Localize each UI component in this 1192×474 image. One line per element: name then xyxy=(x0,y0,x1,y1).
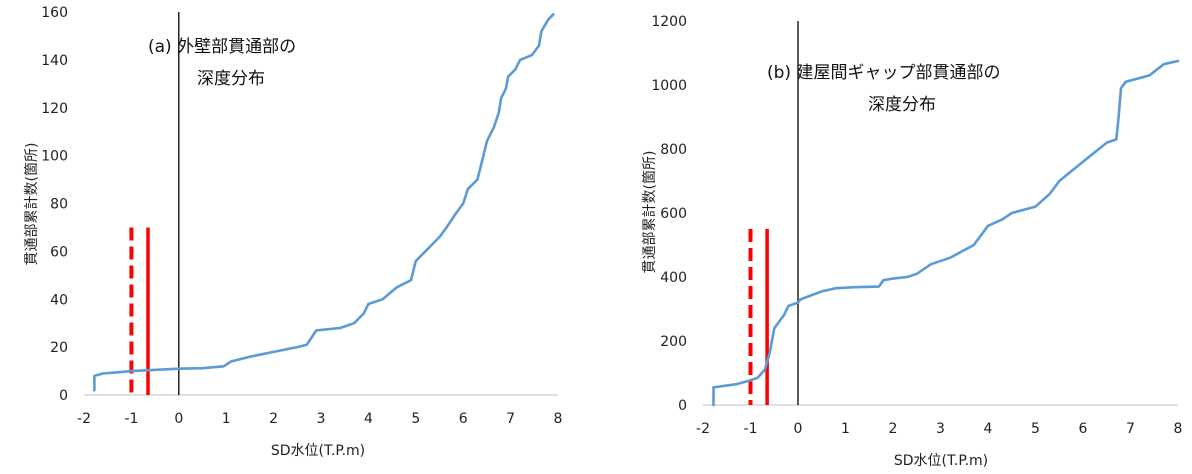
chart-a-y-tick-label: 60 xyxy=(50,244,68,260)
chart-b-annotation-line1: (b) 建屋間ギャップ部貫通部の xyxy=(767,63,1000,83)
chart-a-cumulative-series-line xyxy=(93,13,555,392)
chart-a-y-tick-label: 160 xyxy=(41,5,68,21)
chart-b: (b) 建屋間ギャップ部貫通部の 深度分布 SD水位(T.P.m) 貫通部累計数… xyxy=(641,14,1182,469)
chart-b-plot: -2 -1 0 1 2 3 4 5 6 7 8 0 200 400 600 800 1000 1200 xyxy=(651,14,1182,437)
chart-b-cumulative-series-line xyxy=(712,59,1180,407)
chart-a-x-tick-label: -1 xyxy=(124,411,138,427)
chart-b-y-tick-label: 200 xyxy=(660,334,687,350)
chart-a-x-tick-label: 6 xyxy=(459,411,468,427)
chart-b-x-tick-label: 6 xyxy=(1079,421,1088,437)
chart-b-y-axis-title: 貫通部累計数(箇所) xyxy=(641,151,658,274)
chart-a-x-tick-label: -2 xyxy=(77,411,91,427)
chart-a: (a) 外壁部貫通部の 深度分布 SD水位(T.P.m) 貫通部累計数(箇所) … xyxy=(23,5,562,459)
chart-a-x-tick-label: 2 xyxy=(269,411,278,427)
chart-b-y-tick-label: 400 xyxy=(660,270,687,286)
chart-a-x-axis-title: SD水位(T.P.m) xyxy=(271,443,365,459)
chart-a-y-tick-label: 120 xyxy=(41,101,68,117)
chart-a-y-tick-label: 100 xyxy=(41,149,68,165)
chart-b-y-tick-label: 1200 xyxy=(651,14,687,30)
chart-a-y-tick-label: 40 xyxy=(50,292,68,308)
chart-a-x-tick-label: 8 xyxy=(554,411,563,427)
chart-a-annotation-line2: 深度分布 xyxy=(197,69,265,89)
chart-b-y-tick-label: 800 xyxy=(660,142,687,158)
chart-a-annotation-line1: (a) 外壁部貫通部の xyxy=(148,37,296,57)
chart-b-y-tick-label: 0 xyxy=(678,398,687,414)
chart-a-x-tick-label: 3 xyxy=(317,411,326,427)
chart-b-y-tick-label: 1000 xyxy=(651,78,687,94)
chart-a-x-tick-label: 5 xyxy=(411,411,420,427)
chart-b-x-tick-label: 4 xyxy=(984,421,993,437)
chart-a-x-tick-label: 4 xyxy=(364,411,373,427)
chart-b-x-axis-title: SD水位(T.P.m) xyxy=(894,453,988,469)
chart-b-x-tick-label: 2 xyxy=(889,421,898,437)
chart-a-x-tick-label: 7 xyxy=(506,411,515,427)
chart-b-x-tick-label: 7 xyxy=(1126,421,1135,437)
chart-b-x-tick-label: 8 xyxy=(1174,421,1183,437)
chart-b-x-tick-label: -2 xyxy=(696,421,710,437)
chart-b-x-tick-label: 5 xyxy=(1031,421,1040,437)
chart-a-y-tick-label: 140 xyxy=(41,53,68,69)
chart-a-y-axis-title: 貫通部累計数(箇所) xyxy=(23,143,40,266)
chart-b-annotation-line2: 深度分布 xyxy=(868,95,936,115)
chart-b-y-tick-label: 600 xyxy=(660,206,687,222)
chart-a-x-tick-label: 1 xyxy=(222,411,231,427)
chart-a-y-tick-label: 0 xyxy=(59,388,68,404)
chart-a-x-tick-label: 0 xyxy=(174,411,183,427)
chart-a-y-tick-label: 80 xyxy=(50,197,68,213)
chart-b-x-tick-label: 0 xyxy=(794,421,803,437)
chart-b-x-tick-label: 1 xyxy=(841,421,850,437)
chart-b-x-tick-label: 3 xyxy=(936,421,945,437)
chart-b-x-tick-label: -1 xyxy=(744,421,758,437)
chart-a-y-tick-label: 20 xyxy=(50,340,68,356)
